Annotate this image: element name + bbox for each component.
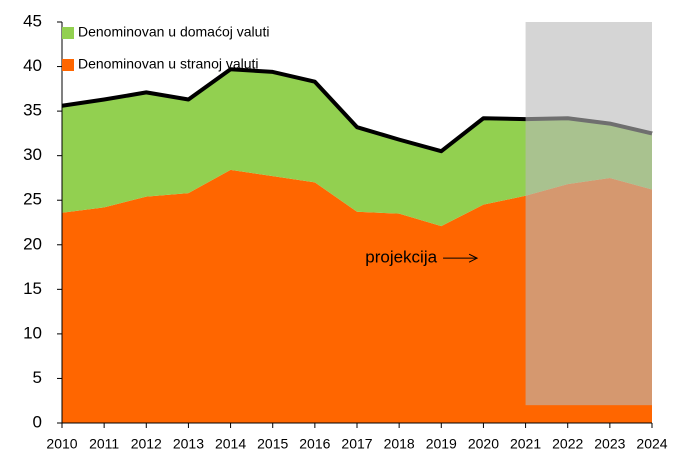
x-tick-label: 2011 xyxy=(89,436,119,452)
x-tick-label: 2022 xyxy=(552,436,583,452)
x-tick-label: 2017 xyxy=(341,436,372,452)
y-tick-label: 20 xyxy=(23,234,42,253)
x-tick-label: 2016 xyxy=(299,436,330,452)
y-tick-label: 40 xyxy=(23,56,42,75)
annotation: projekcija xyxy=(365,248,437,267)
y-tick-label: 0 xyxy=(33,412,42,431)
projection-shade xyxy=(525,22,652,406)
y-tick-label: 30 xyxy=(23,145,42,164)
area xyxy=(62,69,652,227)
x-tick-label: 2021 xyxy=(510,436,541,452)
x-tick-label: 2019 xyxy=(426,436,457,452)
area xyxy=(62,169,652,423)
x-tick-label: 2015 xyxy=(257,436,288,452)
annotation-arrowhead xyxy=(468,253,479,263)
y-tick-label: 35 xyxy=(23,101,42,120)
y-tick-label: 45 xyxy=(23,11,42,30)
y-tick-label: 5 xyxy=(33,368,42,387)
legend-label: Denominovan u stranoj valuti xyxy=(78,56,259,72)
legend-swatch xyxy=(62,27,74,39)
x-tick-label: 2024 xyxy=(636,436,667,452)
x-tick-label: 2013 xyxy=(173,436,204,452)
x-tick-label: 2020 xyxy=(468,436,499,452)
legend-label: Denominovan u domaćoj valuti xyxy=(78,24,269,40)
legend-swatch xyxy=(62,59,74,71)
x-tick-label: 2014 xyxy=(215,436,246,452)
x-tick-label: 2010 xyxy=(46,436,77,452)
y-tick-label: 15 xyxy=(23,279,42,298)
x-tick-label: 2023 xyxy=(594,436,625,452)
y-tick-label: 25 xyxy=(23,190,42,209)
x-tick-label: 2012 xyxy=(131,436,162,452)
x-tick-label: 2018 xyxy=(384,436,415,452)
y-tick-label: 10 xyxy=(23,323,42,342)
